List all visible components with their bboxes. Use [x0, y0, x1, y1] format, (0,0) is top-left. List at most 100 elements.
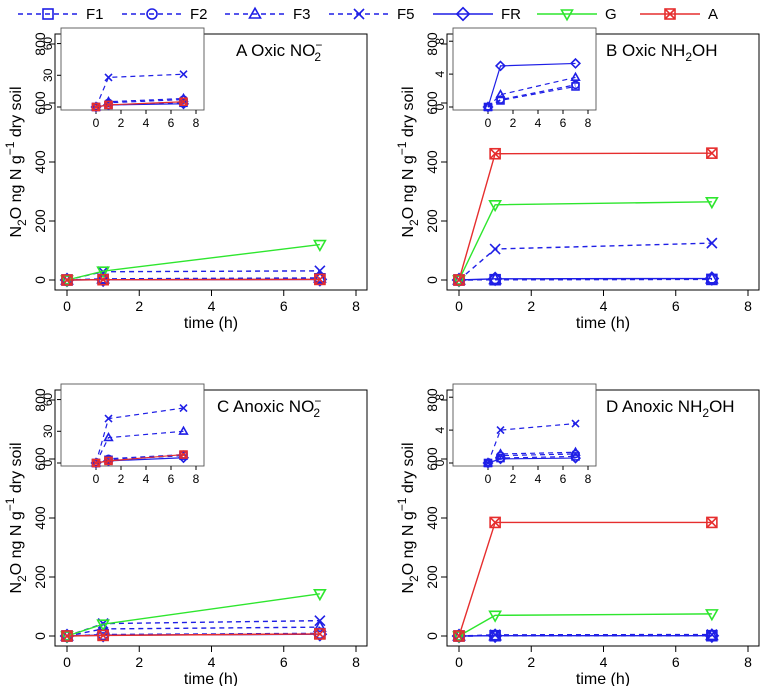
inset-x-tick-label: 2	[118, 116, 125, 130]
data-point	[452, 272, 466, 285]
data-point	[570, 446, 581, 456]
series-line	[66, 593, 320, 637]
inset-frame	[452, 27, 597, 111]
data-point	[706, 147, 718, 159]
main-series	[59, 239, 328, 288]
data-point	[482, 101, 494, 111]
legend-item-g: G	[537, 6, 617, 23]
x-axis-label: time (h)	[184, 315, 238, 332]
legend-item-f1: F1	[18, 6, 104, 23]
inset-y-tick-label: 0	[41, 103, 55, 110]
data-point	[61, 630, 73, 642]
series-fr	[482, 452, 582, 469]
data-point	[705, 609, 719, 622]
data-point	[569, 452, 582, 464]
y-tick-label: 600	[424, 447, 440, 471]
inset-x-tick-label: 6	[168, 472, 175, 486]
inset-y-tick-label: 4	[433, 70, 447, 77]
x-tick-label: 2	[527, 298, 535, 314]
y-tick-label: 600	[32, 447, 48, 471]
data-point	[313, 239, 327, 252]
x-tick-label: 0	[63, 298, 71, 314]
x-tick-label: 6	[280, 298, 288, 314]
y-tick-label: 0	[32, 276, 48, 284]
series-line	[458, 613, 712, 637]
data-point	[313, 619, 327, 632]
inset-x-tick-label: 0	[485, 472, 492, 486]
y-axis-label: N2O ng N g−1 dry soil	[395, 442, 421, 593]
inset-y-tick-label: 60	[41, 393, 55, 407]
panel-title: B Oxic NH2OH	[606, 41, 718, 64]
series-line	[487, 451, 576, 464]
y-tick-label: 800	[32, 388, 48, 412]
x-tick-label: 0	[455, 298, 463, 314]
inset-x-tick-label: 6	[168, 116, 175, 130]
data-point	[489, 516, 501, 529]
data-point	[91, 458, 101, 468]
y-tick-label: 0	[32, 632, 48, 640]
data-point	[453, 630, 465, 642]
inset-frame	[60, 27, 205, 111]
y-tick-label: 200	[32, 209, 48, 233]
data-point	[704, 628, 720, 644]
inset-y-tick-label: 0	[433, 103, 447, 110]
panel-title: A Oxic NO− 2	[236, 38, 322, 64]
legend-label: F2	[190, 6, 208, 23]
data-point	[104, 456, 113, 466]
y-tick-label: 800	[424, 388, 440, 412]
y-tick-label: 400	[424, 506, 440, 530]
x-tick-label: 2	[135, 654, 143, 670]
inset-y-tick-label: 4	[433, 426, 447, 433]
data-point	[494, 453, 507, 465]
legend-label: G	[605, 6, 617, 23]
x-axis-label: time (h)	[576, 671, 630, 686]
y-tick-label: 0	[424, 276, 440, 284]
x-tick-label: 8	[744, 654, 752, 670]
data-point	[103, 431, 114, 442]
data-point	[95, 627, 111, 643]
y-tick-label: 400	[424, 150, 440, 174]
data-point	[179, 97, 188, 107]
data-point	[179, 403, 188, 413]
data-point	[314, 628, 326, 640]
inset-y-tick-label: 30	[41, 68, 55, 82]
inset-x-tick-label: 0	[93, 116, 100, 130]
inset-plot: 0 2 4 6 8 0 30 60	[41, 383, 205, 486]
data-point	[104, 100, 113, 110]
series-line	[66, 278, 320, 281]
data-point	[104, 414, 113, 423]
inset-x-tick-label: 8	[193, 116, 200, 130]
data-point	[96, 621, 110, 634]
data-point	[104, 73, 113, 82]
x-tick-label: 0	[455, 654, 463, 670]
main-series	[59, 589, 328, 644]
data-point	[179, 70, 188, 79]
data-point	[706, 237, 718, 249]
legend-marker	[664, 8, 676, 20]
panel-title: D Anoxic NH2OH	[606, 397, 735, 420]
data-point	[452, 275, 466, 288]
legend-label: F1	[86, 6, 104, 23]
inset-plot: 0 2 4 6 8 0 30 60	[41, 27, 205, 130]
data-point	[495, 448, 506, 458]
data-point	[61, 274, 73, 286]
x-tick-label: 4	[208, 654, 216, 670]
inset-y-tick-label: 8	[433, 394, 447, 401]
main-series	[451, 147, 720, 288]
data-point	[312, 626, 328, 642]
inset-x-tick-label: 4	[535, 116, 542, 130]
y-tick-label: 600	[32, 91, 48, 115]
data-point	[452, 631, 466, 644]
x-tick-label: 8	[352, 298, 360, 314]
series-f3	[482, 71, 581, 111]
inset-y-tick-label: 0	[41, 459, 55, 466]
y-axis-label: N2O ng N g−1 dry soil	[395, 86, 421, 237]
data-point	[314, 615, 326, 627]
data-point	[95, 272, 111, 288]
x-axis-label: time (h)	[184, 671, 238, 686]
data-point	[60, 631, 74, 644]
data-point	[96, 619, 110, 632]
series-g	[452, 609, 719, 644]
